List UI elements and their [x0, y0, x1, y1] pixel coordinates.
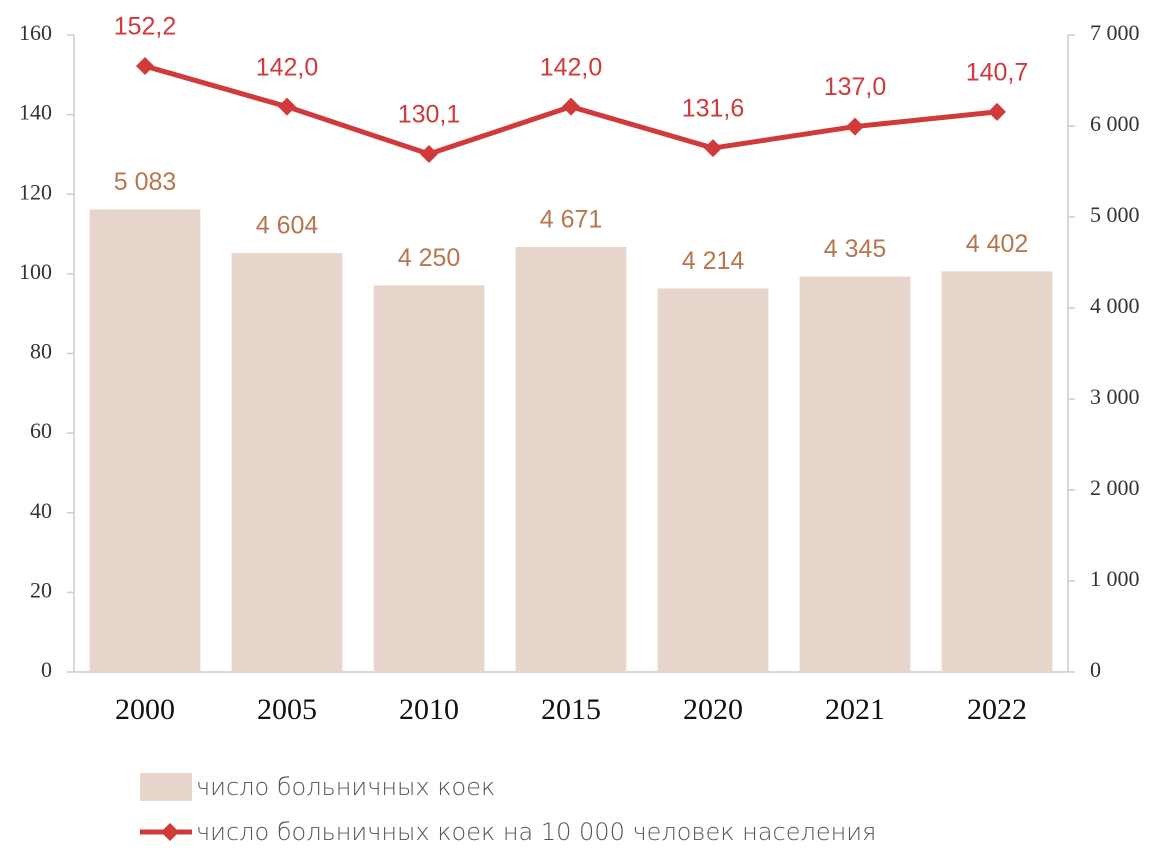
- line-value-label: 140,7: [966, 58, 1029, 86]
- y-tick-label: 60: [30, 418, 52, 443]
- bar: [941, 271, 1053, 672]
- y2-tick-label: 3 000: [1090, 384, 1140, 409]
- legend-label: число больничных коек на 10 000 человек …: [196, 818, 876, 846]
- line-value-label: 142,0: [540, 53, 603, 81]
- y2-tick-label: 2 000: [1090, 475, 1140, 500]
- y-tick-label: 80: [30, 339, 52, 364]
- x-tick-label: 2021: [825, 693, 885, 726]
- legend-swatch: [140, 773, 192, 801]
- y-tick-label: 100: [19, 259, 52, 284]
- x-tick-label: 2005: [257, 693, 317, 726]
- x-tick-label: 2022: [967, 693, 1027, 726]
- x-tick-label: 2015: [541, 693, 601, 726]
- x-tick-label: 2000: [115, 693, 175, 726]
- bar: [373, 285, 485, 672]
- line-value-label: 152,2: [114, 13, 177, 41]
- y2-tick-label: 5 000: [1090, 202, 1140, 227]
- line-value-label: 142,0: [256, 53, 319, 81]
- x-tick-label: 2010: [399, 693, 459, 726]
- line-value-label: 131,6: [682, 95, 745, 123]
- y2-tick-label: 1 000: [1090, 566, 1140, 591]
- y-tick-label: 140: [19, 100, 52, 125]
- line-marker: [420, 145, 438, 164]
- bar: [657, 288, 769, 672]
- bar: [799, 276, 911, 672]
- bar-value-label: 4 402: [966, 230, 1029, 258]
- y2-tick-label: 0: [1090, 657, 1101, 682]
- line-value-label: 137,0: [824, 73, 887, 101]
- legend-marker: [161, 823, 179, 841]
- bar-value-label: 4 345: [824, 235, 887, 263]
- y2-tick-label: 4 000: [1090, 293, 1140, 318]
- bar-value-label: 4 250: [398, 244, 461, 272]
- y-tick-label: 20: [30, 577, 52, 602]
- y-tick-label: 40: [30, 498, 52, 523]
- bar: [515, 246, 627, 672]
- line-marker: [278, 97, 296, 116]
- y-tick-label: 120: [19, 179, 52, 204]
- bar-value-label: 5 083: [114, 168, 177, 196]
- line-marker: [846, 117, 864, 136]
- y2-tick-label: 7 000: [1090, 20, 1140, 45]
- line-marker: [562, 97, 580, 116]
- y2-tick-label: 6 000: [1090, 111, 1140, 136]
- legend-label: число больничных коек: [196, 773, 495, 801]
- bar-value-label: 4 214: [682, 247, 745, 275]
- bar-value-label: 4 671: [540, 206, 603, 234]
- bar: [231, 253, 343, 672]
- y-tick-label: 160: [19, 20, 52, 45]
- y-tick-label: 0: [41, 657, 52, 682]
- line-marker: [704, 139, 722, 158]
- line-value-label: 130,1: [398, 101, 461, 129]
- line-marker: [988, 102, 1006, 121]
- bar: [89, 209, 201, 672]
- x-tick-label: 2020: [683, 693, 743, 726]
- line-marker: [136, 57, 154, 76]
- bar-value-label: 4 604: [256, 212, 319, 240]
